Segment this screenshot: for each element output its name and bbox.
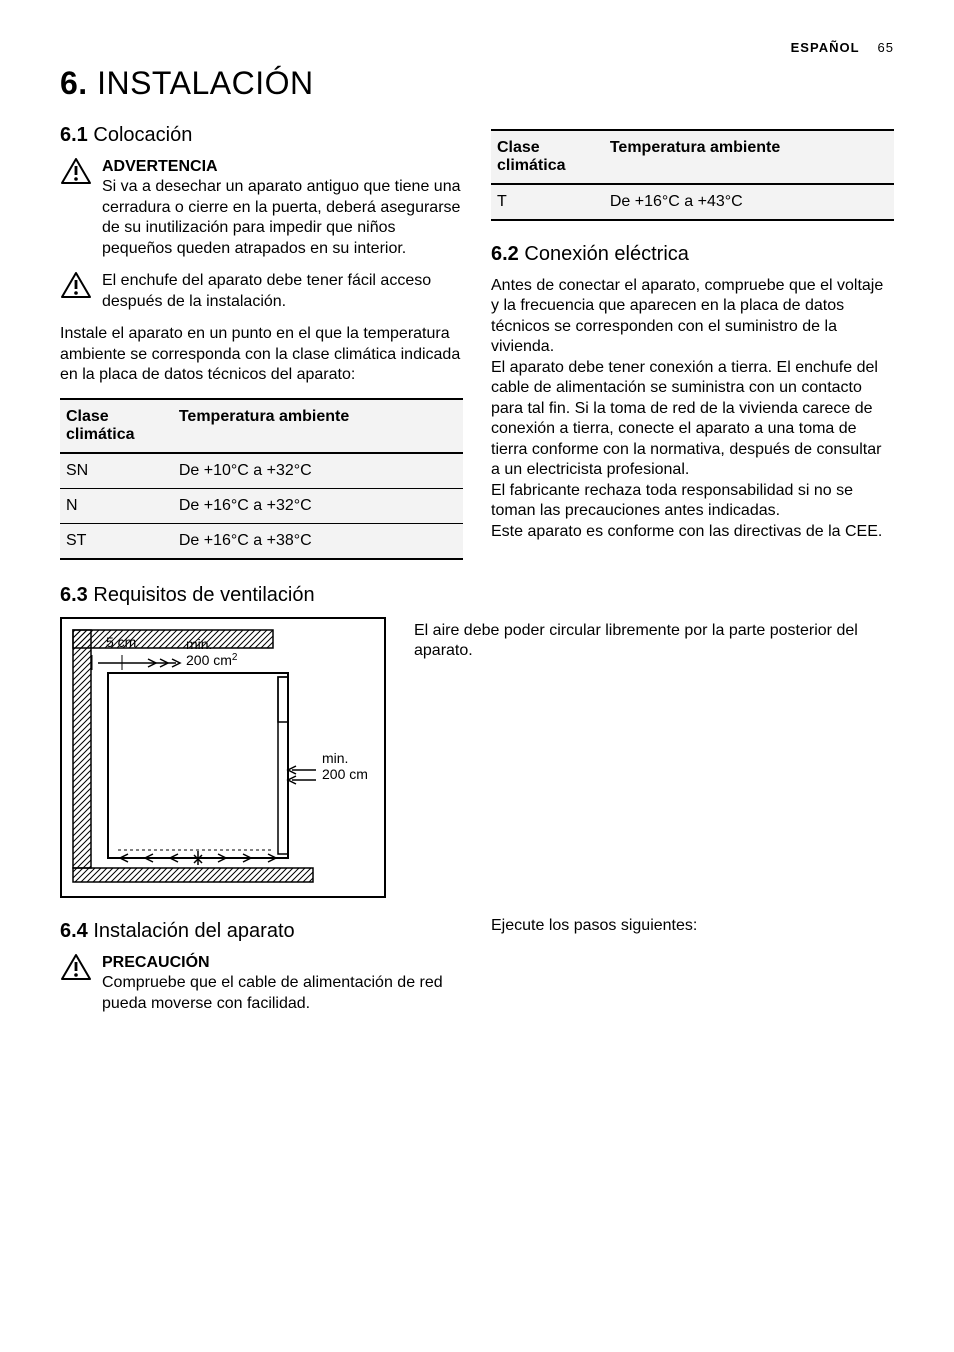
s64-steps-text: Ejecute los pasos siguientes:: [491, 916, 894, 1026]
s62-para4: Este aparato es conforme con las directi…: [491, 522, 894, 542]
s63-heading-text: Requisitos de ventilación: [93, 584, 314, 606]
table-row: SN De +10°C a +32°C: [60, 453, 463, 489]
notice-body: El enchufe del aparato debe tener fácil …: [102, 271, 463, 312]
advertencia-body: Si va a desechar un aparato antiguo que …: [102, 178, 461, 256]
climate-table-left: Clase climática Temperatura ambiente SN …: [60, 398, 463, 560]
s64-heading-text: Instalación del aparato: [93, 920, 294, 942]
s61-heading-num: 6.1: [60, 124, 88, 146]
main-heading: 6. INSTALACIÓN: [60, 65, 894, 102]
svg-text:min.: min.: [322, 750, 348, 766]
warning-icon: [60, 271, 92, 299]
table-row: ST De +16°C a +38°C: [60, 523, 463, 559]
climate-th-temp: Temperatura ambiente: [604, 130, 894, 184]
svg-text:min.: min.: [186, 636, 212, 652]
page-header: ESPAÑOL 65: [60, 40, 894, 55]
climate-th-class: Clase climática: [60, 399, 173, 453]
s61-heading-text: Colocación: [93, 124, 192, 146]
header-language: ESPAÑOL: [791, 40, 860, 55]
warning-icon: [60, 953, 92, 981]
s62-para2: El aparato debe tener conexión a tierra.…: [491, 358, 894, 481]
svg-text:5 cm: 5 cm: [106, 634, 136, 650]
s61-heading: 6.1 Colocación: [60, 124, 463, 147]
notice-block: El enchufe del aparato debe tener fácil …: [60, 271, 463, 312]
precaucion-block: PRECAUCIÓN Compruebe que el cable de ali…: [60, 953, 463, 1014]
s61-para1: Instale el aparato en un punto en el que…: [60, 324, 463, 385]
s64-heading: 6.4 Instalación del aparato: [60, 920, 463, 943]
ventilation-diagram: 5 cm min. 200 cm2: [60, 617, 386, 898]
climate-th-temp: Temperatura ambiente: [173, 399, 463, 453]
s63-text: El aire debe poder circular libremente p…: [414, 617, 894, 898]
s63-heading-num: 6.3: [60, 584, 88, 606]
s62-para3: El fabricante rechaza toda responsabilid…: [491, 481, 894, 522]
s62-heading-text: Conexión eléctrica: [524, 243, 689, 265]
s62-para1: Antes de conectar el aparato, compruebe …: [491, 276, 894, 358]
advertencia-title: ADVERTENCIA: [102, 157, 463, 177]
climate-th-class: Clase climática: [491, 130, 604, 184]
advertencia-block: ADVERTENCIA Si va a desechar un aparato …: [60, 157, 463, 259]
table-row: N De +16°C a +32°C: [60, 488, 463, 523]
precaucion-title: PRECAUCIÓN: [102, 953, 463, 973]
s62-heading: 6.2 Conexión eléctrica: [491, 243, 894, 266]
warning-icon: [60, 157, 92, 185]
s63-heading: 6.3 Requisitos de ventilación: [60, 584, 894, 607]
svg-text:200 cm2: 200 cm2: [322, 766, 368, 782]
main-heading-text: INSTALACIÓN: [97, 65, 314, 101]
table-row: T De +16°C a +43°C: [491, 184, 894, 220]
precaucion-body: Compruebe que el cable de alimentación d…: [102, 974, 443, 1011]
svg-text:200 cm2: 200 cm2: [186, 652, 238, 668]
main-heading-number: 6.: [60, 65, 88, 101]
s62-heading-num: 6.2: [491, 243, 519, 265]
s64-heading-num: 6.4: [60, 920, 88, 942]
header-page-number: 65: [878, 40, 894, 55]
climate-table-right: Clase climática Temperatura ambiente T D…: [491, 129, 894, 221]
